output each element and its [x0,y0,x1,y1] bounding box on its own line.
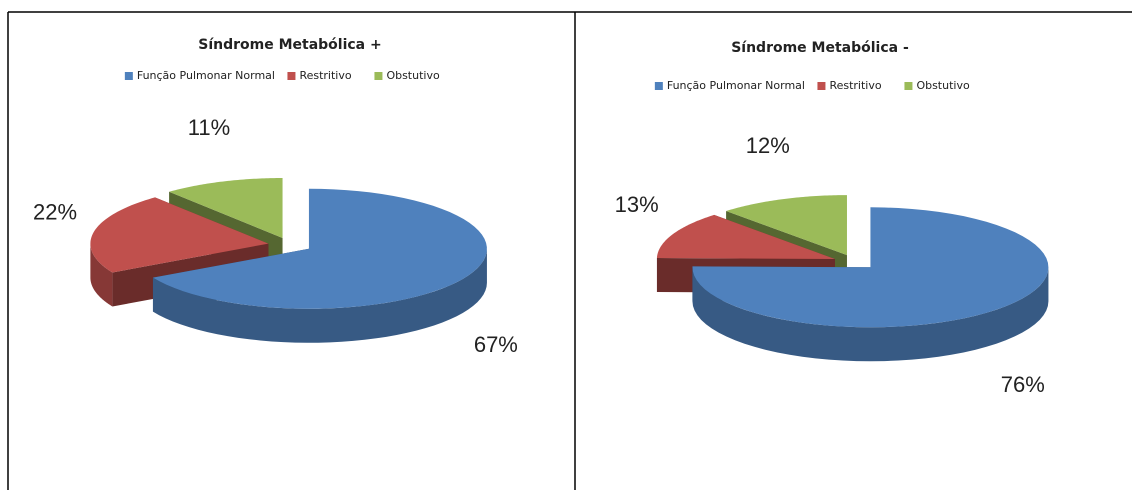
legend-swatch [124,72,133,80]
slice [692,207,1049,328]
slice [726,195,847,256]
legend-label: Função Pulmonar Normal [667,79,805,92]
legend-swatch [904,82,913,90]
chart-title: Síndrome Metabólica + [198,37,382,53]
legend-label: Restritivo [299,69,351,82]
legend-label: Função Pulmonar Normal [137,69,275,82]
slice-wall [692,267,1049,362]
data-label: 22% [33,200,77,225]
slice-wall [152,248,487,343]
data-label: 13% [615,192,659,217]
slice [90,197,269,273]
data-label: 11% [188,115,230,140]
legend-label: Restritivo [829,79,881,92]
data-label: 67% [474,332,518,357]
legend-swatch [374,72,383,80]
legend-label: Obstutivo [386,69,440,82]
data-label: 12% [746,133,790,158]
slice-wall [90,243,113,307]
slice [152,188,487,309]
legend-label: Obstutivo [916,79,970,92]
slice [656,214,835,259]
legend-swatch [287,72,296,80]
legend-swatch [654,82,663,90]
data-label: 76% [1001,372,1045,397]
legend-swatch [817,82,826,90]
slice [169,178,283,239]
chart-title: Síndrome Metabólica - [731,40,909,56]
